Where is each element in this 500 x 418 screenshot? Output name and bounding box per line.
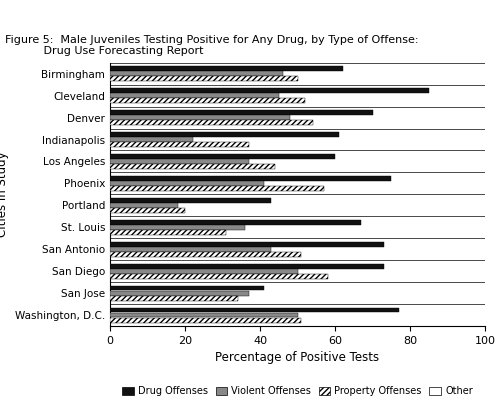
- Bar: [110, 76, 298, 81]
- Bar: [110, 120, 312, 125]
- X-axis label: Percentage of Positive Tests: Percentage of Positive Tests: [216, 351, 380, 364]
- Legend: Drug Offenses, Violent Offenses, Property Offenses, Other: Drug Offenses, Violent Offenses, Propert…: [118, 382, 476, 400]
- Bar: [110, 164, 275, 169]
- Bar: [110, 318, 301, 323]
- Bar: [110, 313, 298, 318]
- Bar: [110, 110, 372, 115]
- Bar: [110, 220, 361, 224]
- Text: Figure 5:  Male Juveniles Testing Positive for Any Drug, by Type of Offense:
   : Figure 5: Male Juveniles Testing Positiv…: [5, 35, 418, 56]
- Bar: [110, 71, 282, 76]
- Bar: [110, 296, 238, 301]
- Bar: [110, 242, 384, 247]
- Bar: [110, 285, 264, 291]
- Bar: [110, 159, 249, 164]
- Bar: [110, 225, 245, 230]
- Bar: [110, 66, 342, 71]
- Bar: [110, 264, 384, 268]
- Bar: [110, 291, 249, 296]
- Bar: [110, 308, 399, 312]
- Bar: [110, 230, 226, 235]
- Bar: [110, 252, 301, 257]
- Bar: [110, 247, 271, 252]
- Bar: [110, 198, 271, 203]
- Bar: [110, 142, 249, 147]
- Bar: [110, 132, 339, 137]
- Bar: [110, 88, 429, 93]
- Bar: [110, 208, 185, 213]
- Bar: [110, 93, 279, 98]
- Bar: [110, 137, 192, 142]
- Bar: [110, 274, 328, 279]
- Y-axis label: Cities in Study: Cities in Study: [0, 152, 10, 237]
- Bar: [110, 115, 290, 120]
- Bar: [110, 98, 305, 103]
- Bar: [110, 203, 178, 208]
- Bar: [110, 176, 391, 181]
- Bar: [110, 181, 264, 186]
- Bar: [110, 186, 324, 191]
- Bar: [110, 154, 335, 159]
- Bar: [110, 269, 298, 274]
